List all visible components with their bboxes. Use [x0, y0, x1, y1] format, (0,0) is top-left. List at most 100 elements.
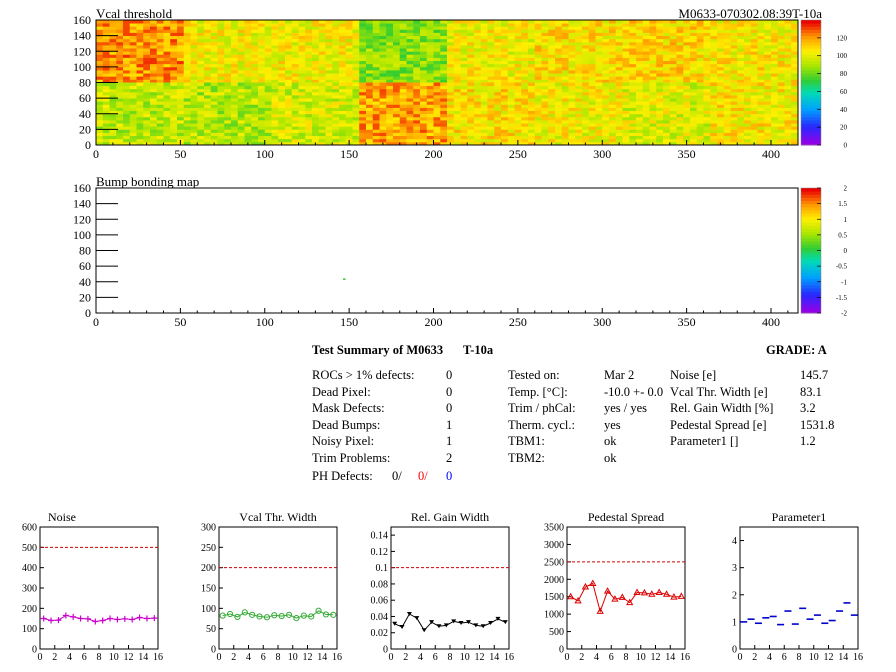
x-tick-label: 2: [52, 652, 57, 663]
data-point: [293, 614, 300, 622]
defect-row-label: Dead Bumps:: [312, 417, 381, 432]
roc-block: [359, 20, 448, 83]
data-point: [48, 617, 55, 624]
y-tick-label: 3000: [544, 540, 564, 551]
data-point: [436, 624, 442, 629]
defect-row-label: Dead Pixel:: [312, 384, 371, 399]
ph-defects-label: PH Defects:: [312, 469, 373, 483]
vcal-y-tick-label: 0: [85, 138, 91, 152]
vcal-x-tick-label: 300: [593, 147, 611, 161]
roc-block: [710, 82, 799, 146]
data-point: [677, 592, 685, 599]
x-tick-label: 8: [448, 652, 453, 663]
test-info-row-label: TBM1:: [508, 434, 545, 448]
data-point: [55, 617, 62, 624]
roc-block: [447, 82, 536, 146]
roc-block: [271, 82, 360, 146]
x-tick-label: 6: [782, 652, 787, 663]
vcal-x-tick-label: 50: [174, 147, 186, 161]
data-point: [648, 590, 656, 597]
data-point: [263, 614, 271, 621]
data-point: [40, 615, 47, 622]
bump-x-tick-label: 0: [93, 315, 99, 329]
test-info-row-label: Trim / phCal:: [508, 401, 576, 415]
result-row-label: Noise [e]: [670, 368, 717, 382]
y-tick-label: 3500: [544, 523, 564, 534]
vcal-x-tick-label: 150: [340, 147, 358, 161]
bump-y-tick-label: 140: [73, 197, 91, 211]
x-tick-label: 6: [609, 652, 614, 663]
defect-row-value: 0: [446, 401, 453, 415]
y-tick-label: 250: [201, 543, 216, 554]
bump-y-tick-label: 20: [79, 290, 91, 304]
data-point: [406, 612, 412, 617]
data-point: [256, 613, 263, 620]
data-point: [77, 615, 84, 622]
x-tick-label: 4: [594, 652, 599, 663]
x-tick-label: 14: [838, 652, 848, 663]
roc-block: [359, 82, 448, 146]
data-point: [121, 615, 128, 622]
roc-block: [534, 20, 623, 83]
bump-palette-label: 2: [844, 185, 848, 193]
data-point: [633, 588, 641, 596]
vcal-y-tick-label: 60: [79, 91, 91, 105]
x-tick-label: 0: [389, 652, 394, 663]
x-tick-label: 6: [261, 652, 266, 663]
x-tick-label: 16: [153, 652, 163, 663]
ph-defect-value-1: 0/: [392, 469, 402, 483]
defect-row-value: 2: [446, 450, 453, 465]
roc-block: [534, 82, 623, 146]
test-info-row-value: Mar 2: [604, 368, 635, 382]
vcal-palette-label: 100: [837, 52, 848, 60]
series-line: [222, 610, 334, 619]
x-tick-label: 8: [276, 652, 281, 663]
x-tick-label: 14: [317, 652, 327, 663]
y-tick-label: 0.08: [371, 579, 389, 590]
x-tick-label: 14: [665, 652, 675, 663]
x-tick-label: 4: [418, 652, 423, 663]
data-point: [151, 615, 158, 622]
data-point: [143, 615, 150, 622]
defect-row-label: ROCs > 1% defects:: [312, 368, 415, 382]
roc-block: [447, 20, 536, 83]
data-point: [300, 612, 307, 619]
vcal-x-tick-label: 0: [93, 147, 99, 161]
bump-x-tick-label: 100: [256, 315, 274, 329]
y-tick-label: 0.12: [371, 547, 389, 558]
y-tick-label: 0: [383, 645, 388, 656]
data-point: [308, 613, 315, 620]
y-tick-label: 1: [732, 617, 737, 628]
data-point: [465, 620, 471, 625]
defect-row-value: 1: [446, 434, 453, 448]
test-info-row-label: Temp. [°C]:: [508, 384, 568, 399]
x-tick-label: 12: [124, 652, 134, 663]
data-point: [589, 579, 597, 586]
bump-y-tick-label: 40: [79, 275, 91, 289]
data-point: [330, 611, 337, 618]
x-tick-label: 12: [475, 652, 485, 663]
defect-row-value: 1: [446, 417, 453, 432]
data-point: [219, 612, 226, 619]
vcal-threshold-map: Vcal threshold M0633-070302.08:39T-10a 0…: [73, 6, 848, 161]
y-tick-label: 0: [211, 645, 216, 656]
data-point: [618, 593, 626, 600]
y-tick-label: 100: [201, 604, 216, 615]
defect-row-value: 0: [446, 384, 453, 399]
bump-palette-label: -2: [841, 310, 847, 318]
x-tick-label: 10: [288, 652, 298, 663]
data-point: [392, 621, 398, 626]
data-point: [92, 618, 99, 625]
bump-x-tick-label: 150: [340, 315, 358, 329]
data-point: [107, 615, 114, 622]
data-point: [241, 609, 248, 616]
data-point: [662, 590, 671, 597]
vcal-y-tick-label: 100: [73, 60, 91, 74]
test-info-row-label: TBM2:: [508, 450, 545, 465]
y-tick-label: 0: [559, 645, 564, 656]
bump-y-tick-label: 120: [73, 212, 91, 226]
plot-title: Noise: [48, 510, 76, 524]
